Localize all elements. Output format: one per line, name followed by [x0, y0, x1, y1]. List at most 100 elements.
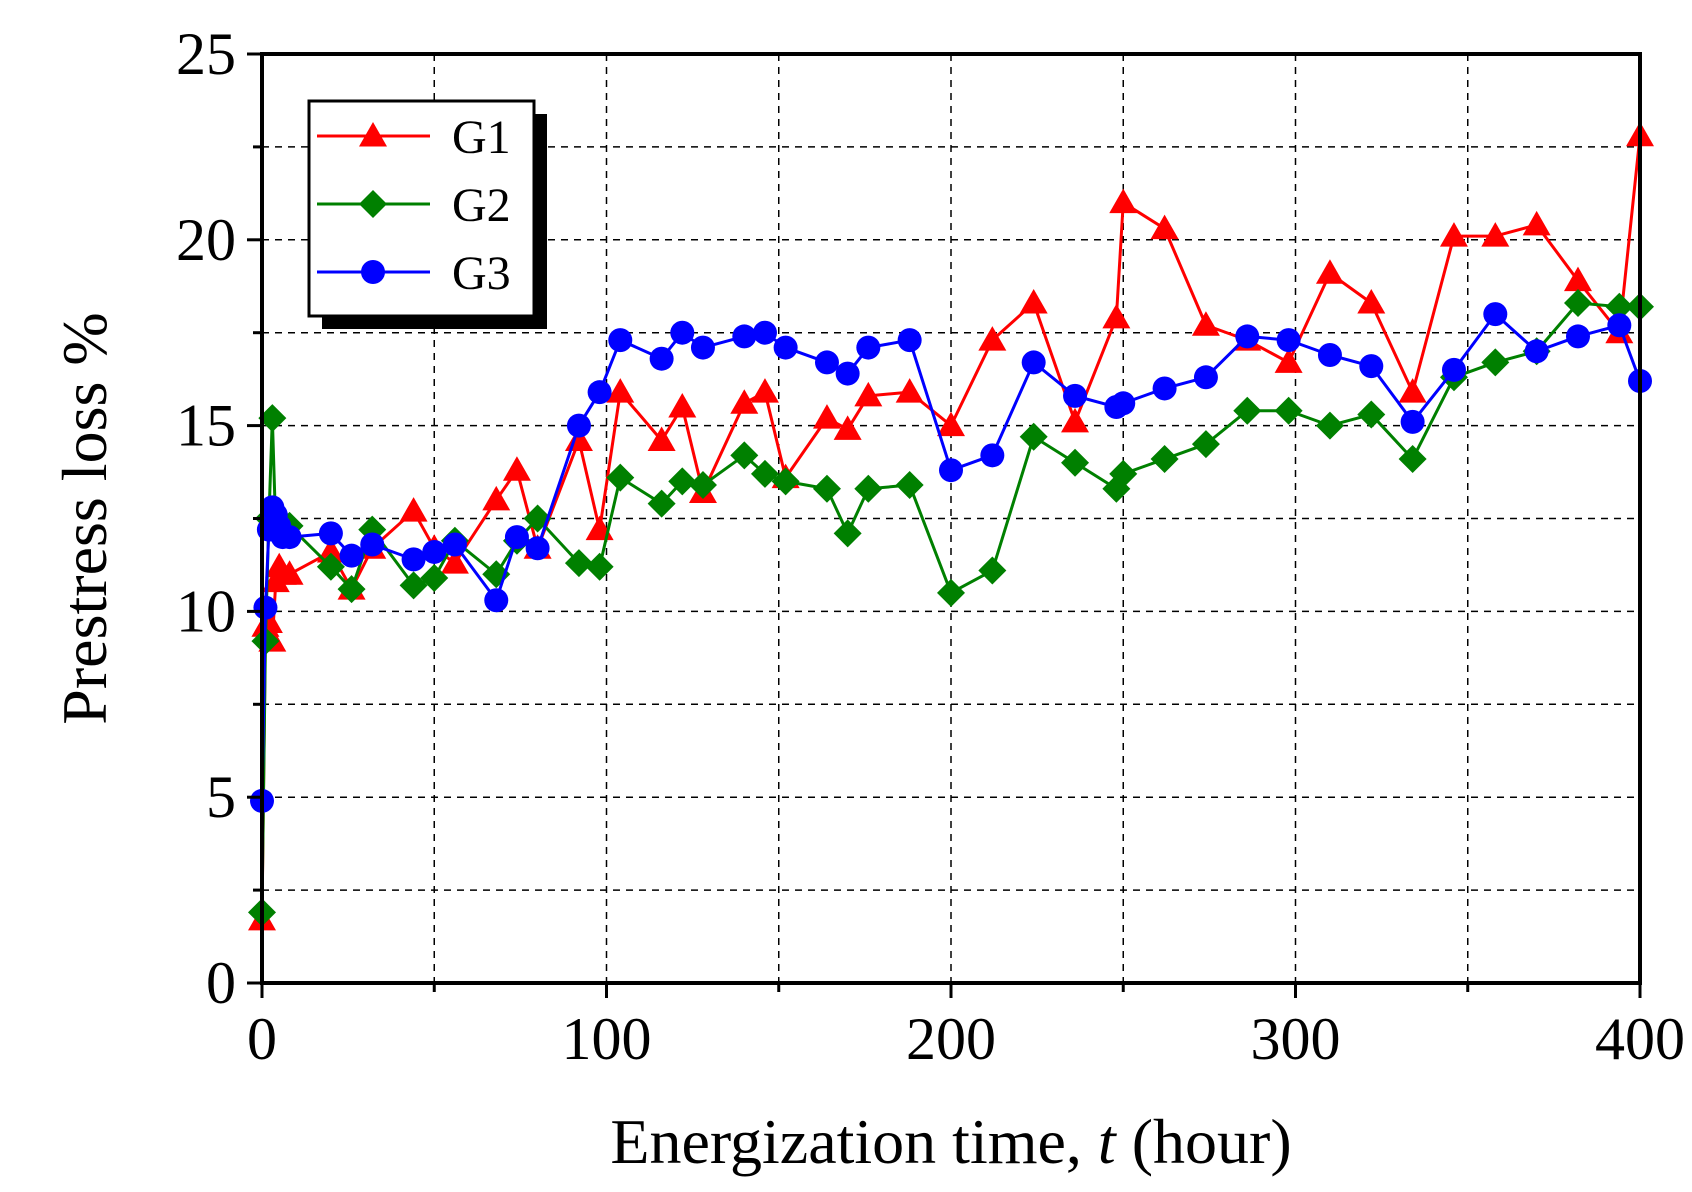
data-point-g3: [608, 328, 633, 353]
data-point-g3: [980, 443, 1005, 468]
data-point-g1: [1398, 378, 1427, 403]
data-point-g2: [750, 459, 779, 488]
data-point-g3: [649, 346, 674, 371]
data-point-g2: [1398, 445, 1427, 474]
data-point-g3: [835, 361, 860, 386]
data-point-g3: [277, 525, 302, 550]
legend-label-g1: G1: [452, 111, 511, 164]
x-axis-title-variable: t: [1098, 1106, 1118, 1177]
data-point-g3: [587, 380, 612, 405]
data-point-g2: [1109, 459, 1138, 488]
data-point-g3: [504, 525, 529, 550]
x-tick-labels: 0 100 200 300 400: [247, 1006, 1685, 1072]
data-point-g1: [668, 393, 697, 418]
data-point-g1: [502, 456, 531, 481]
x-tick-label: 400: [1595, 1006, 1685, 1072]
legend-label-g3: G3: [452, 247, 511, 300]
data-point-g3: [1441, 357, 1466, 382]
data-point-g3: [318, 521, 343, 546]
data-point-g2: [585, 552, 614, 581]
data-point-g2: [606, 463, 635, 492]
data-point-g1: [978, 326, 1007, 351]
series-layer: [248, 121, 1654, 931]
data-point-g1: [750, 378, 779, 403]
legend-item-g1: G1: [317, 111, 511, 164]
data-point-g2: [854, 474, 883, 503]
data-point-g3: [1317, 342, 1342, 367]
data-point-g1: [1109, 188, 1138, 214]
data-point-g3: [401, 547, 426, 572]
data-point-g2: [1481, 348, 1510, 377]
y-axis-title: Prestress loss %: [49, 312, 120, 724]
data-point-g1: [647, 426, 676, 451]
data-point-g2: [1233, 396, 1262, 425]
data-point-g3: [814, 350, 839, 375]
data-point-g2: [1563, 288, 1592, 317]
x-axis-title: Energization time, t (hour): [610, 1106, 1291, 1177]
data-point-g2: [1357, 400, 1386, 429]
data-point-g1: [399, 497, 428, 522]
data-point-g3: [253, 595, 278, 620]
data-point-g3: [690, 335, 715, 360]
data-point-g3: [732, 324, 757, 349]
data-point-g3: [1193, 365, 1218, 390]
data-point-g3: [1152, 376, 1177, 401]
data-point-g2: [730, 441, 759, 470]
data-point-g3: [1359, 354, 1384, 379]
data-point-g3: [339, 543, 364, 568]
data-point-g1: [833, 415, 862, 440]
data-point-g1: [275, 560, 304, 585]
data-point-g3: [1021, 350, 1046, 375]
data-point-g3: [1607, 313, 1632, 338]
data-point-g2: [833, 519, 862, 548]
data-point-g1: [1150, 214, 1179, 240]
data-point-g1: [812, 404, 841, 429]
y-tick-label: 20: [176, 207, 236, 273]
data-point-g1: [1315, 259, 1344, 284]
series-line-g3: [260, 312, 1642, 801]
grid: [262, 54, 1640, 983]
data-point-g3: [1111, 391, 1136, 416]
x-tick-label: 300: [1251, 1006, 1341, 1072]
legend-marker-g2: [359, 190, 387, 218]
data-point-g1: [482, 485, 511, 511]
y-tick-label: 25: [176, 21, 236, 87]
data-point-g1: [730, 389, 759, 414]
data-point-g2: [399, 571, 428, 600]
y-tick-label: 15: [176, 393, 236, 459]
legend-item-g3: G3: [317, 247, 511, 300]
data-point-g2: [668, 467, 697, 496]
data-point-g2: [1150, 445, 1179, 474]
y-tick-labels: 0 5 10 15 20 25: [176, 21, 236, 1016]
data-point-g1: [895, 378, 924, 403]
data-point-g3: [1483, 302, 1508, 327]
data-point-g2: [316, 552, 345, 581]
data-point-g2: [771, 467, 800, 496]
x-tick-label: 200: [906, 1006, 996, 1072]
data-point-g1: [1522, 210, 1551, 236]
y-tick-label: 0: [206, 950, 236, 1016]
data-point-g3: [1235, 324, 1260, 349]
data-point-g1: [1061, 407, 1090, 433]
data-point-g2: [1061, 448, 1090, 477]
data-point-g1: [1439, 222, 1468, 247]
data-point-g3: [525, 536, 550, 561]
data-point-g2: [1274, 396, 1303, 425]
data-point-g2: [937, 578, 965, 607]
data-point-g1: [1019, 288, 1048, 314]
data-point-g3: [484, 588, 509, 613]
legend-marker-g3: [361, 260, 385, 284]
data-point-g1: [1274, 348, 1303, 373]
data-point-g3: [939, 458, 963, 483]
data-point-g2: [688, 471, 717, 500]
legend-item-g2: G2: [317, 179, 511, 232]
x-axis-title-unit: (hour): [1116, 1106, 1292, 1177]
legend-items: G1 G2 G3: [317, 111, 511, 300]
data-point-g1: [316, 537, 345, 563]
data-point-g3: [897, 328, 922, 353]
data-point-g1: [1563, 266, 1592, 292]
data-point-g2: [812, 474, 841, 503]
data-point-g3: [566, 413, 591, 438]
y-tick-label: 5: [206, 764, 236, 830]
